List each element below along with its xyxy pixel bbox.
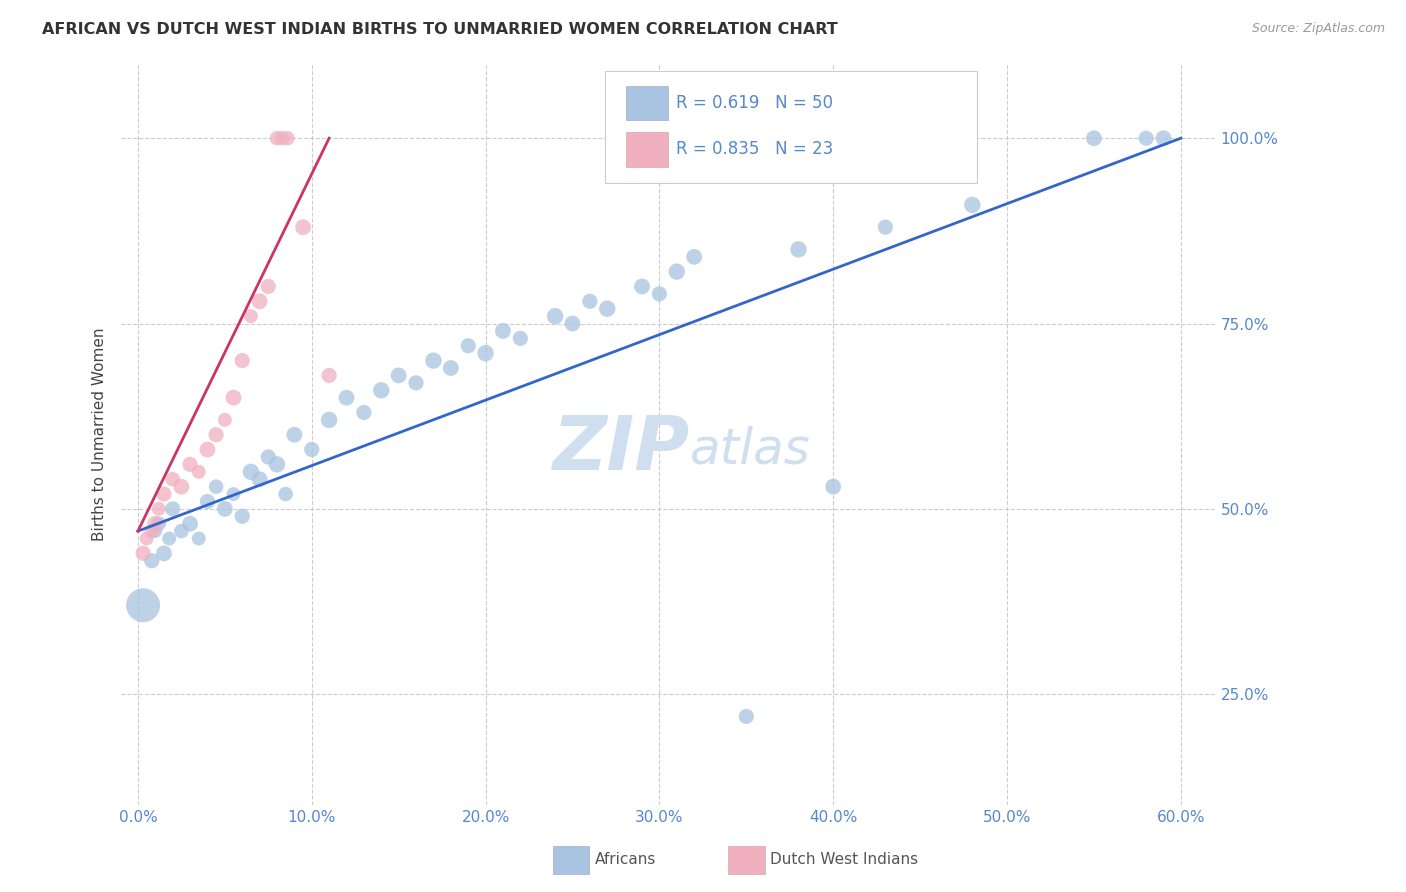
Point xyxy=(388,368,411,383)
Text: AFRICAN VS DUTCH WEST INDIAN BIRTHS TO UNMARRIED WOMEN CORRELATION CHART: AFRICAN VS DUTCH WEST INDIAN BIRTHS TO U… xyxy=(42,22,838,37)
Point xyxy=(197,442,219,457)
Point xyxy=(276,131,298,145)
Point xyxy=(962,198,984,212)
Point xyxy=(153,546,176,560)
Point xyxy=(492,324,515,338)
Point xyxy=(665,265,688,279)
Point xyxy=(222,487,245,501)
Point xyxy=(170,480,193,494)
Point xyxy=(457,339,479,353)
Point xyxy=(141,524,163,538)
Point xyxy=(205,480,228,494)
Point xyxy=(179,458,201,472)
Point xyxy=(148,501,170,516)
Point xyxy=(143,524,166,538)
Point xyxy=(875,220,897,235)
Point xyxy=(283,427,305,442)
Point xyxy=(231,509,253,524)
Point xyxy=(257,450,280,464)
Point xyxy=(162,472,184,486)
Point xyxy=(735,709,758,723)
Point xyxy=(301,442,323,457)
Point xyxy=(631,279,654,293)
Point xyxy=(318,368,340,383)
Point xyxy=(197,494,219,508)
Point xyxy=(222,391,245,405)
Point xyxy=(1135,131,1157,145)
Point xyxy=(179,516,201,531)
Point xyxy=(157,532,180,546)
Point xyxy=(474,346,496,360)
Point xyxy=(266,458,288,472)
Point xyxy=(561,317,583,331)
Text: Dutch West Indians: Dutch West Indians xyxy=(770,853,918,867)
Point xyxy=(266,131,288,145)
Text: R = 0.619   N = 50: R = 0.619 N = 50 xyxy=(676,94,834,112)
Point xyxy=(239,309,262,323)
Point xyxy=(579,294,602,309)
Text: Africans: Africans xyxy=(595,853,657,867)
Point xyxy=(170,524,193,538)
Point xyxy=(143,516,166,531)
Point xyxy=(1083,131,1105,145)
Y-axis label: Births to Unmarried Women: Births to Unmarried Women xyxy=(93,328,107,541)
Point xyxy=(141,554,163,568)
Point xyxy=(544,309,567,323)
Point xyxy=(509,331,531,345)
Point xyxy=(214,413,236,427)
Point xyxy=(405,376,427,390)
Point xyxy=(239,465,262,479)
Point xyxy=(318,413,340,427)
Point xyxy=(231,353,253,368)
Point xyxy=(370,384,392,398)
Text: ZIP: ZIP xyxy=(553,413,690,486)
Text: Source: ZipAtlas.com: Source: ZipAtlas.com xyxy=(1251,22,1385,36)
Point xyxy=(292,220,315,235)
Point xyxy=(148,516,170,531)
Point xyxy=(249,472,271,486)
Point xyxy=(353,405,375,419)
Point xyxy=(648,286,671,301)
Point xyxy=(823,480,845,494)
Point xyxy=(335,391,357,405)
Point xyxy=(132,546,155,560)
Point xyxy=(135,532,157,546)
Text: atlas: atlas xyxy=(690,425,811,474)
Point xyxy=(214,501,236,516)
Point xyxy=(274,487,297,501)
Point xyxy=(132,599,155,613)
Point xyxy=(422,353,444,368)
Point xyxy=(440,361,463,376)
Point xyxy=(153,487,176,501)
Point xyxy=(683,250,706,264)
Point xyxy=(271,131,294,145)
Point xyxy=(596,301,619,316)
Point xyxy=(1153,131,1175,145)
Point xyxy=(187,465,209,479)
Text: R = 0.835   N = 23: R = 0.835 N = 23 xyxy=(676,140,834,158)
Point xyxy=(162,501,184,516)
Point xyxy=(205,427,228,442)
Point xyxy=(787,243,810,257)
Point xyxy=(187,532,209,546)
Point xyxy=(249,294,271,309)
Point xyxy=(257,279,280,293)
